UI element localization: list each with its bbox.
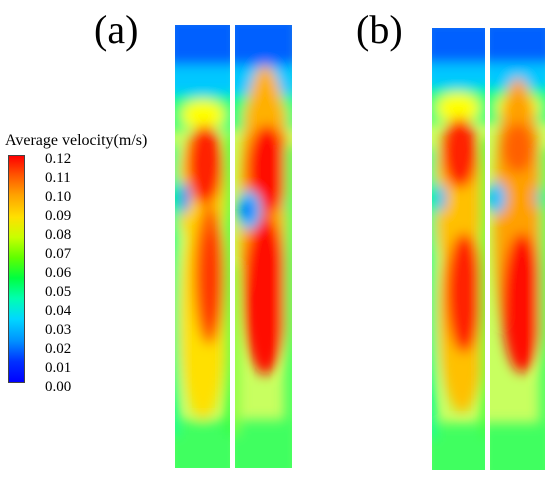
legend-tick: 0.04 [45, 303, 72, 319]
legend-tick: 0.08 [45, 227, 72, 243]
legend-tick: 0.00 [45, 379, 72, 395]
legend-tick: 0.06 [45, 265, 72, 281]
legend-tick: 0.09 [45, 208, 72, 224]
panel-a-label: (a) [94, 7, 139, 52]
panel-a-contour [175, 25, 292, 468]
legend-tick: 0.07 [45, 246, 72, 262]
legend-title: Average velocity(m/s) [5, 132, 148, 149]
legend-tick: 0.03 [45, 322, 72, 338]
legend-tick: 0.11 [45, 170, 71, 186]
legend-tick: 0.10 [45, 189, 72, 205]
legend-colorbar [8, 155, 25, 383]
legend-tick: 0.02 [45, 341, 72, 357]
panel-b-label: (b) [356, 7, 403, 52]
legend-tick: 0.05 [45, 284, 72, 300]
panel-b-contour [432, 28, 545, 470]
legend-tick: 0.01 [45, 360, 72, 376]
legend-tick: 0.12 [45, 151, 72, 167]
